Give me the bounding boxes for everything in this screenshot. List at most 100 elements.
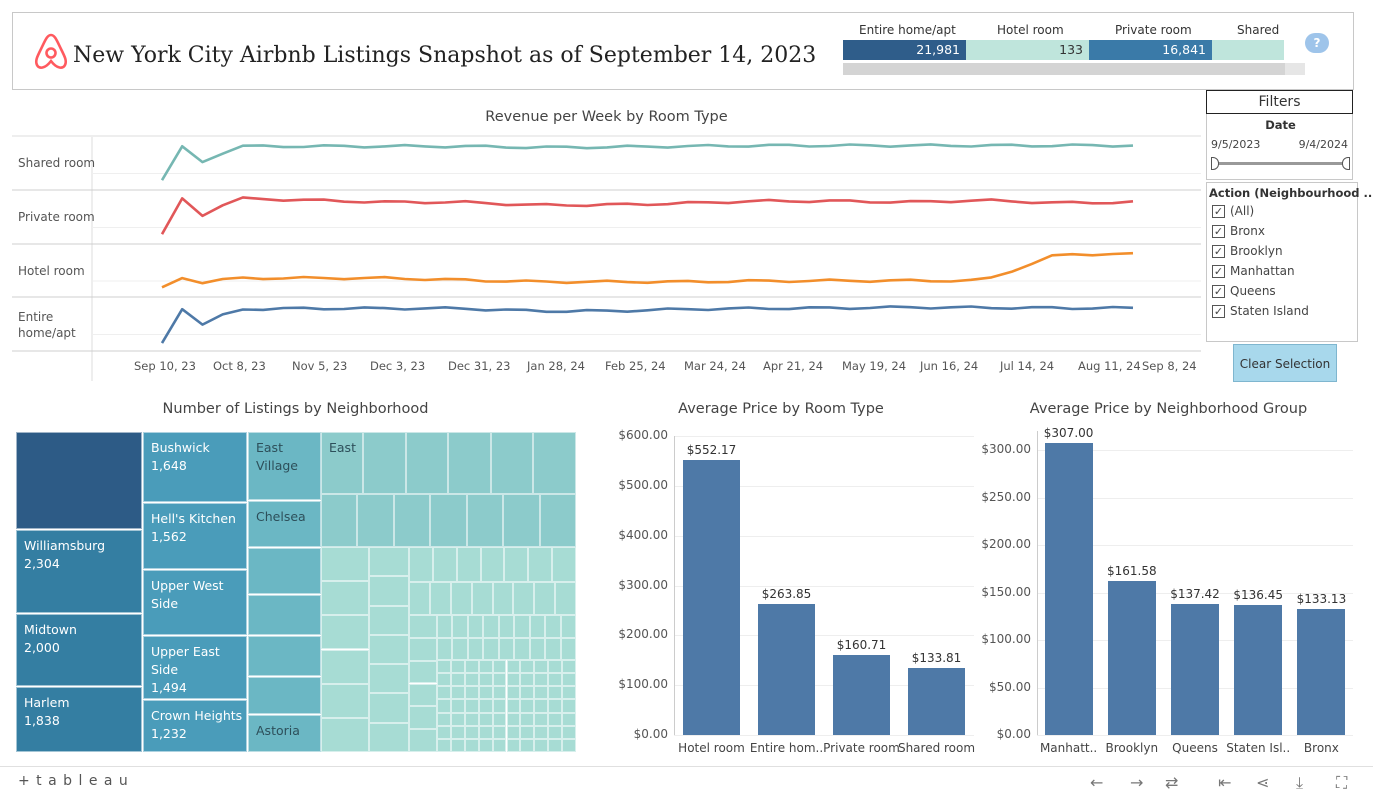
treemap-tile-small[interactable]: [548, 738, 563, 752]
treemap-tile-small[interactable]: [467, 615, 484, 638]
treemap-tile-small[interactable]: [409, 615, 437, 638]
treemap-tile-small[interactable]: [437, 712, 451, 726]
bar[interactable]: [1107, 581, 1156, 735]
treemap-tile-small[interactable]: [498, 637, 515, 660]
treemap-tile[interactable]: Upper East Side 1,494: [143, 636, 247, 699]
treemap-tile[interactable]: [16, 432, 142, 529]
treemap-tile-small[interactable]: [562, 673, 576, 687]
treemap-tile-small[interactable]: [464, 686, 479, 700]
treemap-tile-small[interactable]: [506, 686, 521, 700]
treemap-tile-small[interactable]: [492, 582, 514, 615]
checkbox[interactable]: ✓: [1212, 225, 1225, 238]
treemap-tile-small[interactable]: [478, 699, 493, 713]
treemap-tile-small[interactable]: [357, 494, 394, 547]
treemap-tile-small[interactable]: [534, 699, 549, 713]
kpi-scrollbar-thumb[interactable]: [843, 63, 1285, 75]
filter-option-bronx[interactable]: ✓ Bronx: [1212, 224, 1265, 238]
treemap-tile-small[interactable]: [560, 615, 576, 638]
revenue-chart-svg[interactable]: [12, 97, 1201, 381]
treemap-tile-small[interactable]: [506, 673, 521, 687]
treemap-tile-small[interactable]: [437, 615, 453, 638]
treemap-tile-small[interactable]: [514, 615, 530, 638]
treemap-tile-small[interactable]: [514, 637, 530, 660]
treemap-tile-small[interactable]: [483, 615, 499, 638]
treemap-tile-small[interactable]: [450, 660, 465, 674]
treemap-tile-small[interactable]: [492, 673, 507, 687]
treemap-tile[interactable]: Williamsburg 2,304: [16, 530, 142, 613]
treemap-tile-small[interactable]: [562, 725, 576, 739]
treemap-tile-small[interactable]: [467, 637, 484, 660]
treemap-tile-small[interactable]: [409, 582, 430, 615]
treemap-tile-small[interactable]: [562, 686, 576, 700]
treemap-tile-small[interactable]: [498, 615, 515, 638]
treemap-tile-small[interactable]: [548, 699, 563, 713]
treemap-tile-small[interactable]: [405, 432, 449, 494]
series-line-private[interactable]: [160, 196, 1134, 235]
treemap-tile-small[interactable]: [492, 712, 507, 726]
treemap-tile-small[interactable]: [534, 712, 549, 726]
treemap-tile-small[interactable]: [409, 729, 437, 752]
treemap-tile[interactable]: [248, 595, 321, 635]
tableau-logo[interactable]: + t a b l e a u: [18, 773, 129, 789]
treemap-tile-small[interactable]: [492, 660, 507, 674]
treemap-tile-small[interactable]: [528, 547, 553, 582]
treemap-tile-small[interactable]: [450, 725, 465, 739]
treemap-tile[interactable]: Midtown 2,000: [16, 614, 142, 686]
treemap-tile-small[interactable]: [506, 660, 521, 674]
treemap-tile-small[interactable]: [369, 605, 409, 635]
treemap-tile-small[interactable]: [534, 725, 549, 739]
kpi-bar-hotel[interactable]: 133: [966, 40, 1089, 60]
treemap-tile-small[interactable]: [506, 699, 521, 713]
treemap-tile[interactable]: Astoria: [248, 715, 321, 752]
treemap-tile-small[interactable]: [409, 706, 437, 730]
treemap-tile-small[interactable]: [520, 686, 535, 700]
treemap-tile-small[interactable]: [560, 637, 576, 660]
treemap-tile-small[interactable]: [534, 660, 549, 674]
treemap-tile-small[interactable]: [321, 649, 369, 684]
treemap-tile-small[interactable]: [478, 712, 493, 726]
treemap-tile-small[interactable]: [506, 738, 521, 752]
reset-icon[interactable]: ⇤: [1218, 773, 1232, 792]
filter-option-brooklyn[interactable]: ✓ Brooklyn: [1212, 244, 1283, 258]
treemap-tile[interactable]: Bushwick 1,648: [143, 432, 247, 502]
share-icon[interactable]: ⋖: [1256, 773, 1270, 792]
treemap-tile-small[interactable]: [534, 738, 549, 752]
treemap-tile-small[interactable]: [321, 615, 369, 650]
treemap-tile-small[interactable]: [483, 637, 499, 660]
filter-option-statenisland[interactable]: ✓ Staten Island: [1212, 304, 1309, 318]
treemap-tile[interactable]: Crown Heights 1,232: [143, 700, 247, 752]
revert-icon[interactable]: ⇄: [1165, 773, 1179, 792]
treemap-tile-small[interactable]: [555, 582, 576, 615]
treemap-tile-small[interactable]: [321, 494, 358, 547]
treemap-tile-small[interactable]: [480, 547, 505, 582]
treemap-tile-small[interactable]: [562, 712, 576, 726]
checkbox[interactable]: ✓: [1212, 305, 1225, 318]
treemap-tile-small[interactable]: [437, 637, 453, 660]
treemap-tile-small[interactable]: [464, 699, 479, 713]
treemap-tile-small[interactable]: [539, 494, 576, 547]
treemap-tile-small[interactable]: [437, 686, 451, 700]
treemap-tile-small[interactable]: [437, 725, 451, 739]
treemap-tile[interactable]: Chelsea: [248, 501, 321, 547]
bar[interactable]: [1170, 604, 1219, 735]
bar[interactable]: [683, 459, 740, 735]
treemap-tile-small[interactable]: [437, 738, 451, 752]
date-slider-track[interactable]: [1213, 162, 1347, 165]
treemap-tile-small[interactable]: [503, 494, 540, 547]
treemap-tile-small[interactable]: [409, 683, 437, 707]
treemap-tile-small[interactable]: [504, 547, 529, 582]
treemap-tile-small[interactable]: [450, 699, 465, 713]
treemap-tile[interactable]: Harlem 1,838: [16, 687, 142, 752]
treemap-tile-small[interactable]: [464, 725, 479, 739]
download-icon[interactable]: ⤓: [1296, 773, 1304, 792]
treemap-tile-small[interactable]: [321, 581, 369, 616]
treemap-tile[interactable]: [248, 636, 321, 676]
treemap-tile-small[interactable]: [529, 615, 546, 638]
treemap-tile-small[interactable]: [492, 725, 507, 739]
treemap-tile-small[interactable]: [321, 547, 369, 582]
treemap-tile-small[interactable]: [450, 582, 472, 615]
treemap-tile-small[interactable]: [529, 637, 546, 660]
treemap-tile-small[interactable]: [478, 673, 493, 687]
treemap-tile-small[interactable]: [452, 637, 468, 660]
filter-option-all[interactable]: ✓ (All): [1212, 204, 1254, 218]
